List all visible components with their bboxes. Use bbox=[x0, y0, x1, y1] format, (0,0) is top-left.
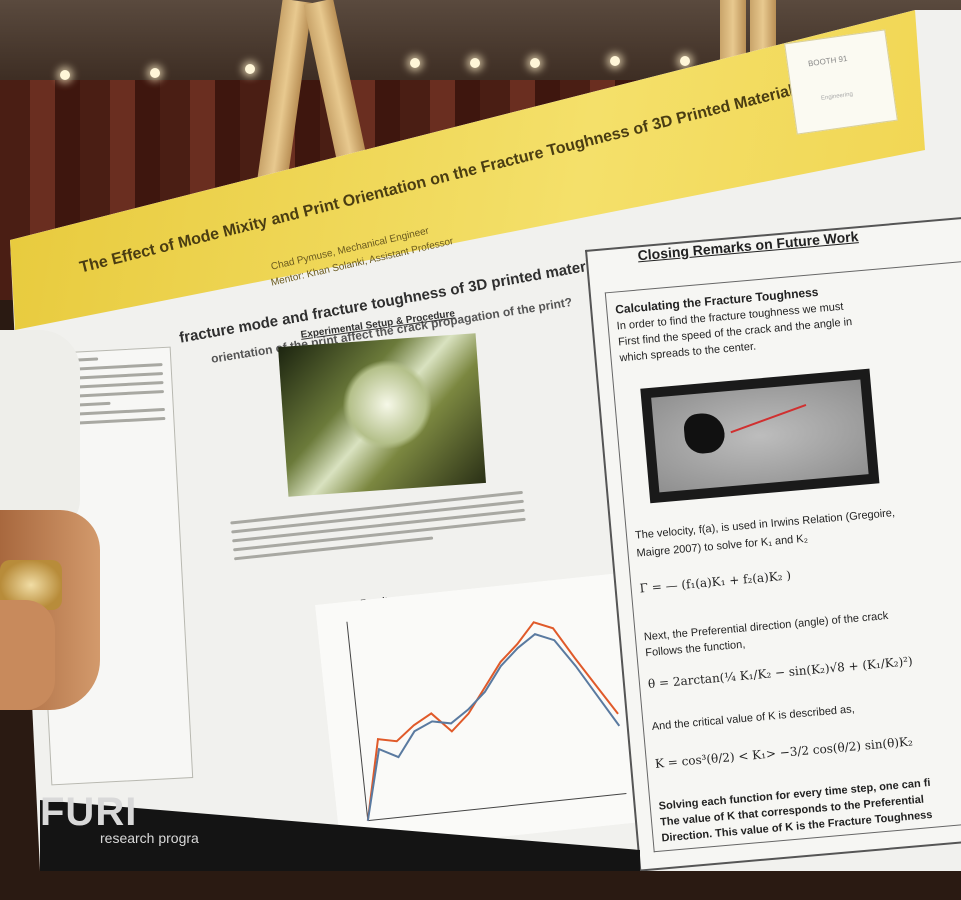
closing-inner-panel: Calculating the Fracture Toughness In or… bbox=[604, 259, 961, 853]
shirt-sleeve bbox=[0, 330, 80, 530]
series-line bbox=[366, 633, 621, 821]
closing-remarks-panel: Closing Remarks on Future Work Calculati… bbox=[585, 214, 961, 871]
closing-heading: Closing Remarks on Future Work bbox=[636, 228, 859, 264]
equation-critical: K = cos³(θ/2) < K₁> −3/2 cos(θ/2) sin(θ)… bbox=[654, 734, 914, 771]
text-line bbox=[230, 490, 523, 525]
experimental-text bbox=[222, 484, 539, 596]
y-axis bbox=[346, 621, 369, 821]
badge-label: BOOTH 91 bbox=[807, 53, 848, 69]
preferential-line: Next, the Preferential direction (angle)… bbox=[643, 609, 889, 644]
x-axis bbox=[367, 792, 627, 822]
poster-badge: BOOTH 91 Engineering bbox=[784, 29, 898, 135]
ceiling-light bbox=[410, 58, 420, 68]
easel-leg bbox=[720, 0, 746, 60]
ceiling-light bbox=[60, 70, 70, 80]
series-line bbox=[366, 621, 619, 821]
ceiling-light bbox=[610, 56, 620, 66]
crack-image bbox=[640, 368, 880, 504]
ceiling-light bbox=[530, 58, 540, 68]
person-arm bbox=[0, 330, 110, 871]
results-chart bbox=[315, 573, 640, 854]
ceiling-light bbox=[150, 68, 160, 78]
chart-background bbox=[315, 573, 640, 854]
ceiling-light bbox=[245, 64, 255, 74]
hand bbox=[0, 600, 55, 710]
photo-highlight bbox=[339, 356, 436, 453]
ceiling-light bbox=[470, 58, 480, 68]
critical-line: And the critical value of K is described… bbox=[651, 703, 856, 733]
badge-sublabel: Engineering bbox=[820, 91, 854, 102]
furi-logo: FURI bbox=[40, 790, 138, 834]
equation-irwin: Γ = — (f₁(a)K₁ + f₂(a)K₂ ) bbox=[639, 568, 792, 596]
furi-subtitle: research progra bbox=[100, 830, 199, 846]
equation-angle: θ = 2arctan(¼ K₁/K₂ − sin(K₂)√8 + (K₁/K₂… bbox=[647, 654, 914, 692]
experiment-photo bbox=[278, 333, 486, 497]
ceiling-light bbox=[680, 56, 690, 66]
easel-leg bbox=[750, 0, 776, 55]
